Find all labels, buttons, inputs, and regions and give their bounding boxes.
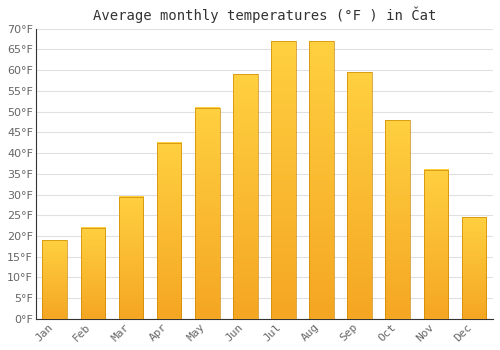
Bar: [462, 217, 486, 319]
Title: Average monthly temperatures (°F ) in Čat: Average monthly temperatures (°F ) in Ča…: [92, 7, 436, 23]
Bar: [42, 240, 67, 319]
Bar: [156, 143, 182, 319]
Bar: [195, 107, 220, 319]
Bar: [386, 120, 410, 319]
Bar: [156, 143, 182, 319]
Bar: [80, 228, 106, 319]
Bar: [118, 197, 144, 319]
Bar: [424, 170, 448, 319]
Bar: [271, 41, 296, 319]
Bar: [42, 240, 67, 319]
Bar: [348, 72, 372, 319]
Bar: [462, 217, 486, 319]
Bar: [348, 72, 372, 319]
Bar: [386, 120, 410, 319]
Bar: [233, 74, 258, 319]
Bar: [118, 197, 144, 319]
Bar: [271, 41, 296, 319]
Bar: [195, 107, 220, 319]
Bar: [424, 170, 448, 319]
Bar: [80, 228, 106, 319]
Bar: [309, 41, 334, 319]
Bar: [233, 74, 258, 319]
Bar: [309, 41, 334, 319]
